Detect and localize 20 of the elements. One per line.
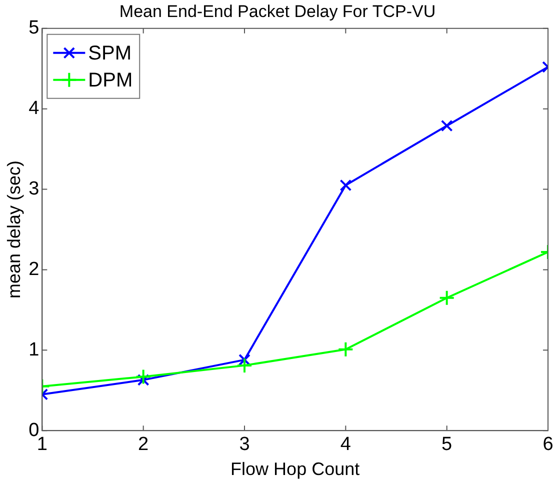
- x-tick-label: 2: [138, 434, 149, 456]
- y-tick-label: 1: [28, 339, 40, 360]
- x-tick-label: 5: [442, 434, 452, 456]
- x-tick-label: 6: [542, 434, 554, 456]
- x-tick-label: 4: [340, 434, 352, 456]
- point: [340, 179, 352, 192]
- x-tick-label: 3: [239, 434, 250, 456]
- y-tick-label: 5: [28, 18, 40, 39]
- x-axis-title: Flow Hop Count: [230, 459, 360, 480]
- point: [338, 341, 354, 358]
- legend-label: SPM: [88, 42, 132, 64]
- chart-title: Mean End-End Packet Delay For TCP-VU: [119, 2, 436, 21]
- point: [236, 357, 252, 374]
- y-tick-label: 4: [28, 98, 40, 120]
- y-axis-title: mean delay (sec): [4, 160, 24, 299]
- y-tick-label: 3: [28, 178, 40, 200]
- y-tick-label: 0: [28, 420, 40, 441]
- point: [238, 354, 250, 366]
- legend-label: DPM: [88, 69, 133, 92]
- y-tick-label: 2: [28, 258, 40, 280]
